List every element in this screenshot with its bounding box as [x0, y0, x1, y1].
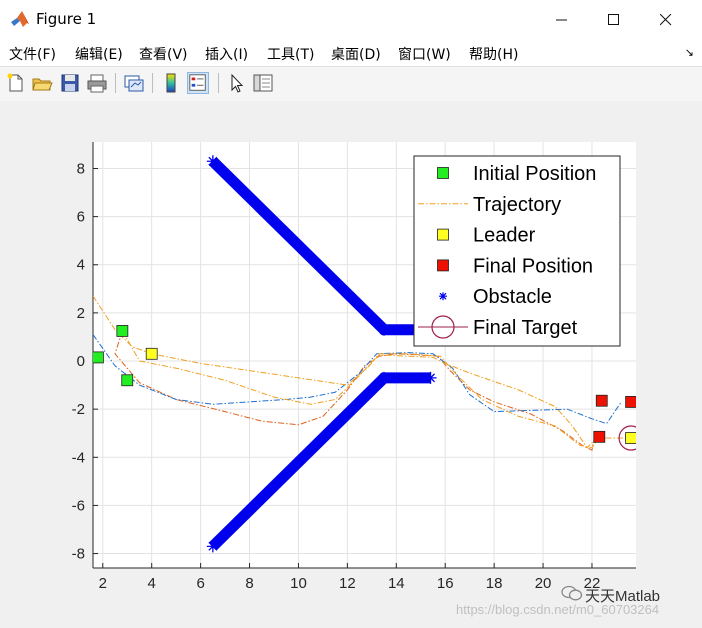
legend-symbol-leader	[437, 228, 449, 241]
insert-colorbar-icon[interactable]	[160, 72, 182, 94]
matlab-logo-icon	[11, 11, 29, 27]
menu-desktop[interactable]: 桌面(D)	[331, 47, 381, 63]
open-file-icon[interactable]	[31, 72, 53, 94]
final-position-marker	[595, 394, 608, 407]
menu-insert[interactable]: 插入(I)	[205, 47, 249, 63]
final-target-marker	[618, 425, 636, 451]
leader-marker	[625, 432, 636, 444]
menu-edit[interactable]: 编辑(E)	[75, 47, 123, 63]
watermark-brand: 天天Matlab	[585, 588, 661, 605]
y-tick-label: -8	[72, 546, 85, 563]
print-icon[interactable]	[86, 72, 108, 94]
trajectory-line	[114, 330, 600, 451]
legend-label: Trajectory	[473, 194, 561, 216]
initial-position-marker	[116, 325, 129, 337]
y-tick-label: -4	[72, 449, 85, 466]
trajectory-line	[93, 295, 632, 449]
legend-symbol-initial	[437, 167, 449, 179]
y-tick-label: 0	[77, 353, 85, 370]
property-inspector-icon[interactable]	[252, 72, 274, 94]
figure-toolbar	[0, 66, 702, 102]
toolbar-separator	[152, 73, 153, 93]
edit-plot-icon[interactable]	[226, 72, 248, 94]
x-tick-label: 10	[290, 575, 307, 592]
obstacle-marker	[206, 540, 219, 553]
menu-view[interactable]: 查看(V)	[139, 47, 188, 63]
toolbar-separator	[115, 73, 116, 93]
window-title: Figure 1	[36, 10, 97, 28]
obstacle-marker	[206, 155, 219, 168]
x-tick-label: 8	[245, 575, 253, 592]
legend-label: Initial Position	[473, 163, 596, 185]
trajectory-line	[93, 334, 622, 425]
menu-tools[interactable]: 工具(T)	[267, 47, 315, 63]
final-position-marker	[625, 396, 636, 408]
menu-help[interactable]: 帮助(H)	[469, 47, 519, 63]
menu-file[interactable]: 文件(F)	[9, 47, 56, 63]
trajectory-line	[121, 330, 600, 449]
legend-symbol-target	[431, 315, 455, 339]
final-position-marker	[593, 430, 606, 443]
wechat-logo-icon	[561, 585, 583, 601]
x-tick-label: 16	[437, 575, 454, 592]
obstacle-marker	[424, 371, 437, 384]
x-tick-label: 20	[535, 575, 552, 592]
title-bar[interactable]: Figure 1	[0, 0, 702, 40]
legend-box	[413, 155, 621, 347]
menu-window[interactable]: 窗口(W)	[398, 47, 451, 63]
maximize-button[interactable]	[588, 0, 640, 40]
x-tick-label: 4	[148, 575, 156, 592]
x-tick-label: 2	[99, 575, 107, 592]
legend-label: Final Target	[473, 317, 578, 339]
initial-position-marker	[121, 374, 134, 387]
legend-label: Obstacle	[473, 286, 552, 308]
maximize-icon	[608, 14, 619, 25]
x-tick-label: 6	[196, 575, 204, 592]
obstacle-marker	[378, 323, 391, 336]
y-tick-label: 2	[77, 305, 85, 322]
y-tick-label: 8	[77, 160, 85, 177]
watermark-url: https://blog.csdn.net/m0_60703264	[456, 602, 660, 617]
figure-canvas: 2 4 6 8 10 12 14 16 18 20 22 8 6 4 2 0 -2 -4 -6 -8 Initial P…	[0, 101, 702, 628]
save-icon[interactable]	[59, 72, 81, 94]
y-tick-label: 4	[77, 257, 85, 274]
close-icon	[660, 14, 672, 26]
close-button[interactable]	[640, 0, 692, 40]
initial-position-marker	[93, 351, 104, 364]
insert-legend-icon[interactable]	[187, 72, 209, 94]
toolbar-separator	[218, 73, 219, 93]
minimize-button[interactable]	[536, 0, 588, 40]
plot-area	[93, 155, 636, 553]
y-tick-label: -2	[72, 401, 85, 418]
y-tick-label: -6	[72, 497, 85, 514]
legend-label: Final Position	[473, 255, 593, 277]
menu-bar: 文件(F) 编辑(E) 查看(V) 插入(I) 工具(T) 桌面(D) 窗口(W…	[0, 40, 702, 66]
new-figure-icon[interactable]	[5, 72, 27, 94]
legend-label: Leader	[473, 225, 536, 247]
y-tick-label: 6	[77, 209, 85, 226]
legend-symbol-obstacle	[439, 292, 447, 301]
legend-symbol-final	[437, 259, 449, 272]
x-tick-label: 22	[584, 575, 601, 592]
x-tick-label: 12	[339, 575, 356, 592]
x-tick-label: 14	[388, 575, 405, 592]
leader-marker	[145, 347, 158, 360]
x-tick-label: 18	[486, 575, 503, 592]
link-plot-icon[interactable]	[123, 72, 145, 94]
menu-overflow-icon[interactable]: ↘	[684, 47, 694, 59]
obstacle-marker	[378, 371, 391, 384]
minimize-icon	[556, 19, 567, 21]
